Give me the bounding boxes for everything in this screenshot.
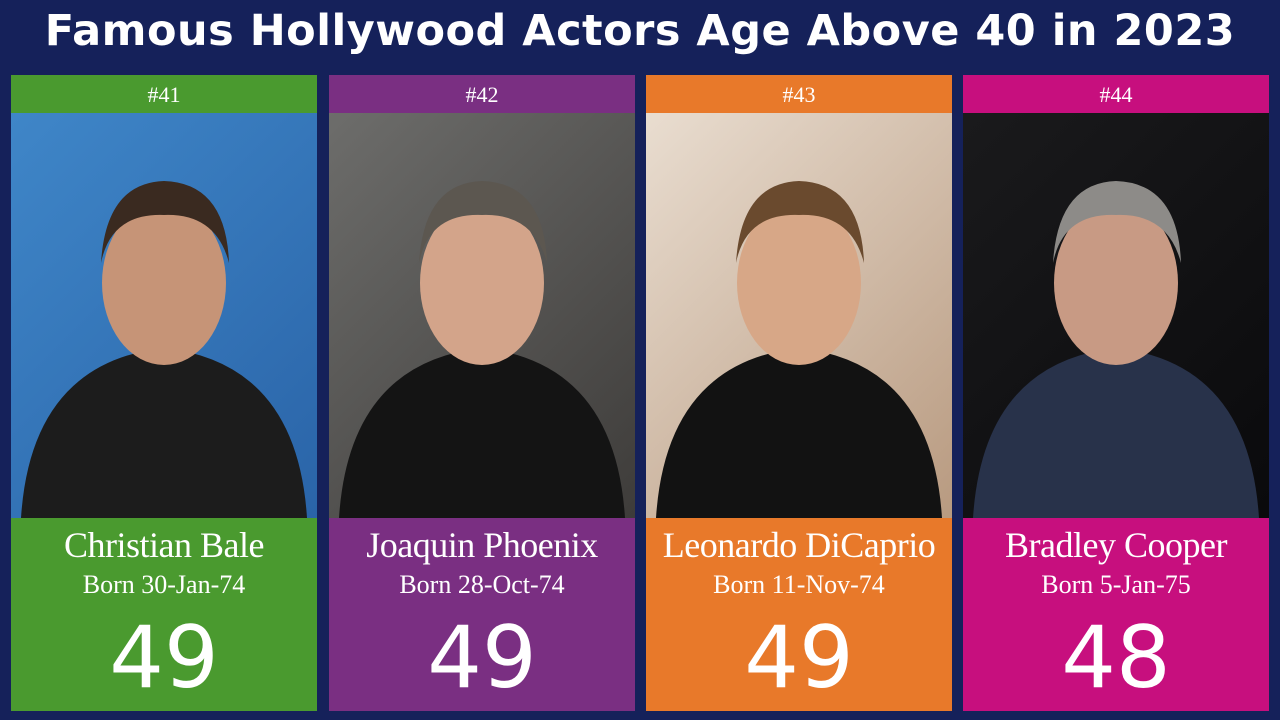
rank-label: #41: [11, 75, 317, 113]
actor-photo: [11, 113, 317, 518]
birth-date: Born 30-Jan-74: [82, 570, 246, 599]
actor-name: Joaquin Phoenix: [366, 525, 598, 565]
birth-date: Born 5-Jan-75: [1041, 570, 1191, 599]
actor-photo: [646, 113, 952, 518]
actor-name: Christian Bale: [64, 525, 264, 565]
info-panel: Christian Bale Born 30-Jan-74 49: [11, 518, 317, 711]
rank-label: #43: [646, 75, 952, 113]
rank-label: #44: [963, 75, 1269, 113]
actor-card: #44 Bradley Cooper Born 5-Jan-75 48: [963, 75, 1269, 711]
photo-placeholder: [21, 181, 307, 518]
info-panel: Leonardo DiCaprio Born 11-Nov-74 49: [646, 518, 952, 711]
actor-name: Leonardo DiCaprio: [662, 525, 936, 565]
actor-age: 48: [1061, 608, 1171, 708]
actor-age: 49: [109, 608, 219, 708]
actor-name: Bradley Cooper: [1005, 525, 1227, 565]
birth-date: Born 11-Nov-74: [713, 570, 885, 599]
page-title: Famous Hollywood Actors Age Above 40 in …: [44, 6, 1236, 56]
info-panel: Joaquin Phoenix Born 28-Oct-74 49: [329, 518, 635, 711]
actor-age: 49: [427, 608, 537, 708]
photo-placeholder: [656, 181, 942, 518]
actor-card: #43 Leonardo DiCaprio Born 11-Nov-74 49: [646, 75, 952, 711]
photo-placeholder: [973, 181, 1259, 518]
actor-age: 49: [744, 608, 854, 708]
actor-photo: [329, 113, 635, 518]
photo-placeholder: [339, 181, 625, 518]
actor-card: #42 Joaquin Phoenix Born 28-Oct-74 49: [329, 75, 635, 711]
actor-photo: [963, 113, 1269, 518]
rank-label: #42: [329, 75, 635, 113]
birth-date: Born 28-Oct-74: [399, 570, 565, 599]
actor-card: #41 Christian Bale Born 30-Jan-74 49: [11, 75, 317, 711]
info-panel: Bradley Cooper Born 5-Jan-75 48: [963, 518, 1269, 711]
